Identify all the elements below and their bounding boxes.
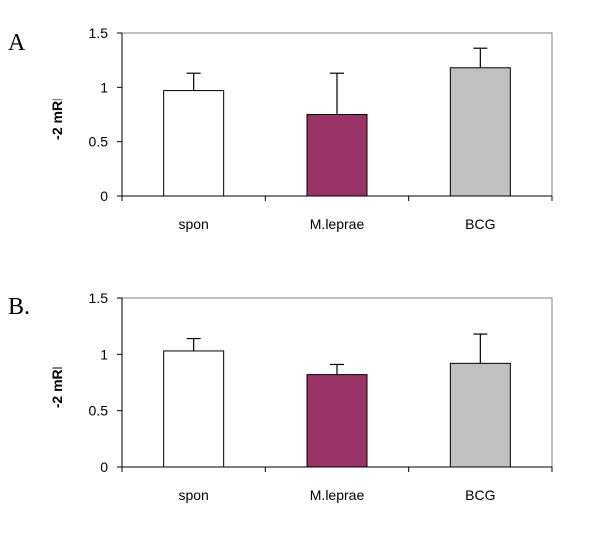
x-tick-label: BCG xyxy=(465,487,495,503)
y-tick-label: 1 xyxy=(100,79,108,95)
bar-mleprae xyxy=(306,114,368,197)
y-axis-label: Bak/Bcl-2 mRNA ratio xyxy=(49,315,65,459)
chart-panel-b: 0 0.5 1 1.5 spon M.leprae BCG Bak/Bcl-2 mRNA ra… xyxy=(8,290,553,503)
bar-mleprae xyxy=(306,374,368,468)
bar-bcg xyxy=(449,362,511,468)
bar-spon xyxy=(163,350,225,468)
bar-spon xyxy=(163,90,225,197)
x-tick-label: M.leprae xyxy=(310,487,365,503)
x-tick-label: BCG xyxy=(465,216,495,232)
panel-label: B. xyxy=(8,294,30,320)
y-tick-label: 0 xyxy=(100,188,108,204)
bar-bcg xyxy=(449,67,511,197)
y-tick-label: 1 xyxy=(100,346,108,362)
panel-label: A xyxy=(8,30,26,56)
y-tick-label: 1.5 xyxy=(89,290,109,306)
y-tick-label: 1.5 xyxy=(89,25,109,41)
x-tick-label: spon xyxy=(178,487,208,503)
chart-panel-a: 0 0.5 1 1.5 spon M.leprae BCG Bad/Bcl-2 mRNA ra… xyxy=(8,25,553,232)
y-tick-label: 0 xyxy=(100,459,108,475)
y-tick-label: 0.5 xyxy=(89,134,109,150)
y-tick-label: 0.5 xyxy=(89,403,109,419)
x-tick-label: M.leprae xyxy=(310,216,365,232)
y-axis-label: Bad/Bcl-2 mRNA ratio xyxy=(49,47,65,192)
x-tick-label: spon xyxy=(178,216,208,232)
